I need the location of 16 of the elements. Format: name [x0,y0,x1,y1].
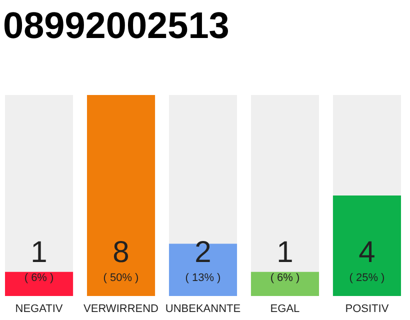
annotation: 1 [30,236,48,269]
x-tick-label: POSITIV [345,303,390,315]
x-tick-label: VERWIRREND [84,303,159,315]
data-label: ( 6% ) [24,272,54,284]
x-tick-label: UNBEKANNTE [165,303,241,315]
annotation: 2 [194,236,212,269]
annotation: 1 [276,236,294,269]
data-label: ( 13% ) [185,272,221,284]
data-label: ( 6% ) [270,272,300,284]
annotation: 8 [112,236,130,269]
x-tick-label: NEGATIV [15,303,64,315]
chart-title: 08992002513 [3,5,230,46]
data-label: ( 50% ) [103,272,139,284]
data-label: ( 25% ) [349,272,385,284]
x-tick-label: EGAL [270,303,300,315]
annotation: 4 [358,236,376,269]
